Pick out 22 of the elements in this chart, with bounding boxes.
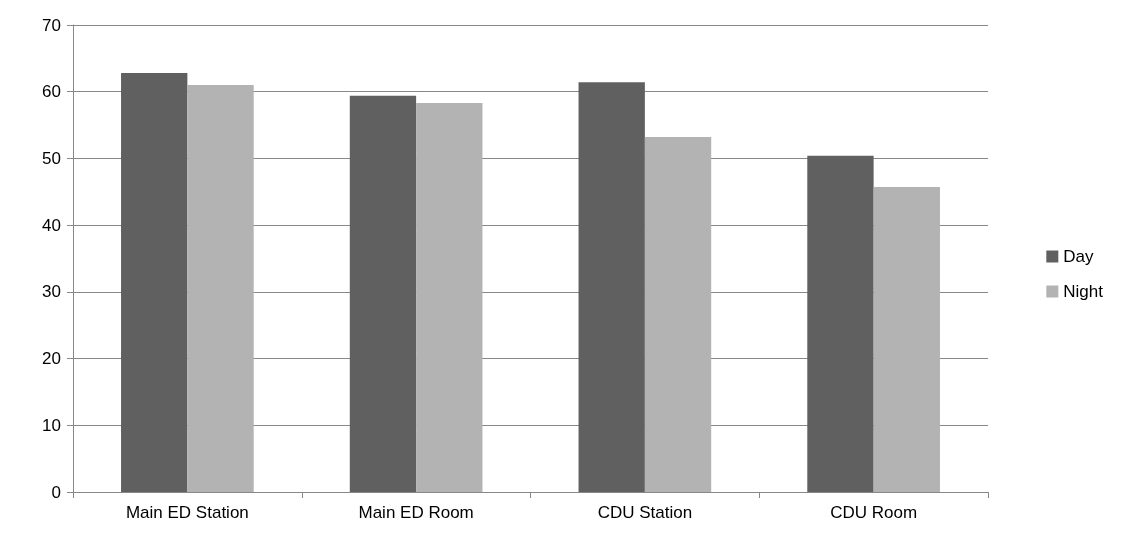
y-tick-label: 20 xyxy=(42,349,61,369)
x-tick-label: Main ED Room xyxy=(358,503,474,522)
bar xyxy=(187,85,254,492)
y-tick-label: 10 xyxy=(42,415,61,435)
x-tick-label: CDU Station xyxy=(597,503,693,522)
x-tick-label: Main ED Station xyxy=(125,503,249,522)
x-tick-label: CDU Room xyxy=(830,503,918,522)
legend-label: Day xyxy=(1063,247,1095,266)
legend-label: Night xyxy=(1063,282,1104,301)
bar xyxy=(578,82,645,492)
y-tick-label: 50 xyxy=(42,148,61,168)
y-tick-label: 30 xyxy=(42,282,61,302)
bar xyxy=(416,103,483,492)
bar xyxy=(349,95,417,492)
y-tick-label: 40 xyxy=(42,215,61,235)
bar xyxy=(644,137,712,492)
bar xyxy=(807,155,874,492)
bar xyxy=(121,73,188,492)
y-tick-label: 70 xyxy=(42,15,61,35)
bar xyxy=(873,187,940,492)
y-tick-label: 0 xyxy=(51,482,61,502)
y-tick-label: 60 xyxy=(42,82,61,102)
